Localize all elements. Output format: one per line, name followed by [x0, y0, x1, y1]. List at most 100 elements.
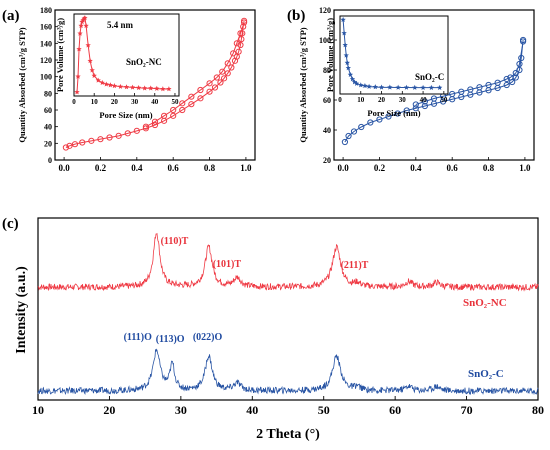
panel-b-x-ticks: 0.0 0.2 0.4 0.6 0.8 1.0: [337, 157, 531, 173]
x-tick-label: 30: [399, 96, 407, 104]
x-tick-label: 0.6: [168, 163, 180, 173]
y-tick-label: 40: [323, 126, 331, 135]
panel-a-ylabel: Quantity Absorbed (cm³/g STP): [17, 27, 27, 142]
pore-distribution-star-point: [87, 58, 93, 64]
panel-a-inset-xlabel: Pore Size (nm): [99, 110, 152, 120]
pore-distribution-star-point: [160, 86, 166, 92]
pore-distribution-star-point: [91, 72, 97, 78]
panel-c-ylabel: Intensity (a.u.): [14, 266, 29, 354]
adsorption-point: [115, 132, 122, 139]
adsorption-point: [385, 113, 392, 120]
panel-b-series: [341, 36, 527, 146]
desorption-point: [458, 88, 465, 95]
peak-annotation: (101)T: [213, 259, 242, 270]
x-tick-label: 20: [103, 403, 115, 417]
pore-distribution-star-point: [395, 84, 401, 90]
desorption-point: [240, 19, 248, 26]
panel-a-series: [62, 17, 248, 151]
pore-distribution-star-point: [362, 83, 368, 89]
panel-b-label: (b): [287, 8, 305, 24]
panel-b-inset: 0 10 20 30 40 50 Pore Size (nm) Pore Volume (…: [325, 15, 449, 118]
y-tick-label: 120: [319, 6, 331, 15]
y-tick-label: 120: [40, 56, 52, 65]
desorption-point: [230, 50, 237, 57]
pore-distribution-star-point: [412, 84, 418, 90]
pore-distribution-star-point: [123, 84, 130, 90]
adsorption-point: [228, 64, 235, 71]
series-label-sno2-c: SnO₂-C: [468, 368, 504, 380]
x-tick-label: 1.0: [519, 163, 531, 173]
desorption-point: [430, 95, 438, 102]
panel-b-frame: [333, 9, 535, 161]
panel-c-label: (c): [2, 216, 19, 232]
desorption-point: [516, 60, 523, 68]
pore-distribution-star-point: [107, 82, 114, 88]
x-tick-label: 30: [175, 403, 187, 417]
adsorption-point: [421, 102, 429, 110]
adsorption-point: [224, 70, 231, 77]
y-tick-label: 60: [44, 106, 52, 115]
x-tick-label: 10: [32, 403, 44, 417]
pore-distribution-star-point: [342, 42, 348, 48]
x-tick-label: 40: [151, 98, 159, 106]
pore-distribution-star-point: [77, 30, 83, 36]
xrd-pattern-line: [37, 232, 539, 292]
adsorption-point: [376, 116, 383, 123]
x-tick-label: 20: [111, 98, 119, 106]
pore-distribution-star-point: [166, 86, 172, 92]
y-tick-label: 80: [44, 89, 52, 98]
adsorption-point: [350, 128, 358, 135]
panel-b-y-ticks: 20 40 60 80 100 120: [319, 6, 337, 165]
peak-annotation: (113)O: [156, 334, 185, 345]
adsorption-point: [66, 142, 73, 149]
y-tick-label: 40: [44, 123, 52, 132]
pore-distribution-star-point: [428, 84, 435, 90]
y-tick-label: 180: [40, 6, 52, 15]
panel-a-x-ticks: 0.0 0.2 0.4 0.6 0.8 1.0: [58, 157, 252, 173]
x-tick-label: 70: [461, 403, 473, 417]
adsorption-line: [65, 20, 245, 148]
pore-distribution-star-point: [341, 30, 347, 36]
pore-distribution-star-point: [366, 83, 372, 89]
x-tick-label: 0.8: [204, 163, 216, 173]
x-tick-label: 0.0: [337, 163, 349, 173]
adsorption-point: [71, 141, 79, 148]
adsorption-point: [237, 41, 244, 49]
pore-distribution-star-point: [378, 84, 385, 90]
pore-distribution-star-point: [129, 84, 136, 90]
adsorption-point: [358, 123, 365, 131]
panel-b-inset-series: [340, 16, 443, 90]
x-tick-label: 60: [389, 403, 401, 417]
desorption-point: [421, 98, 429, 105]
x-tick-label: 50: [440, 96, 448, 104]
adsorption-point: [188, 101, 195, 108]
desorption-point: [213, 74, 220, 81]
peak-annotation: (022)O: [193, 332, 223, 343]
panel-c-series: [37, 232, 539, 396]
panel-c-frame: [37, 217, 539, 401]
x-tick-label: 40: [420, 96, 428, 104]
desorption-point: [188, 93, 195, 100]
x-tick-label: 40: [246, 403, 258, 417]
y-tick-label: 140: [40, 39, 52, 48]
adsorption-point: [179, 106, 186, 114]
pore-distribution-star-point: [117, 83, 124, 89]
desorption-point: [142, 123, 150, 130]
adsorption-point: [211, 84, 219, 91]
adsorption-point: [345, 132, 352, 140]
panel-a-inset-label: SnO₂-NC: [126, 57, 162, 67]
desorption-point: [160, 112, 168, 119]
pore-distribution-star-point: [340, 16, 346, 22]
pore-distribution-star-point: [74, 89, 80, 95]
y-tick-label: 20: [323, 156, 331, 165]
adsorption-point: [239, 30, 246, 37]
x-tick-label: 0.8: [483, 163, 495, 173]
y-tick-label: 160: [40, 23, 52, 32]
desorption-point: [467, 86, 474, 93]
x-tick-label: 50: [318, 403, 330, 417]
x-tick-label: 0.4: [410, 163, 422, 173]
x-tick-label: 0.2: [374, 163, 386, 173]
adsorption-point: [133, 127, 140, 134]
adsorption-point: [79, 139, 86, 146]
